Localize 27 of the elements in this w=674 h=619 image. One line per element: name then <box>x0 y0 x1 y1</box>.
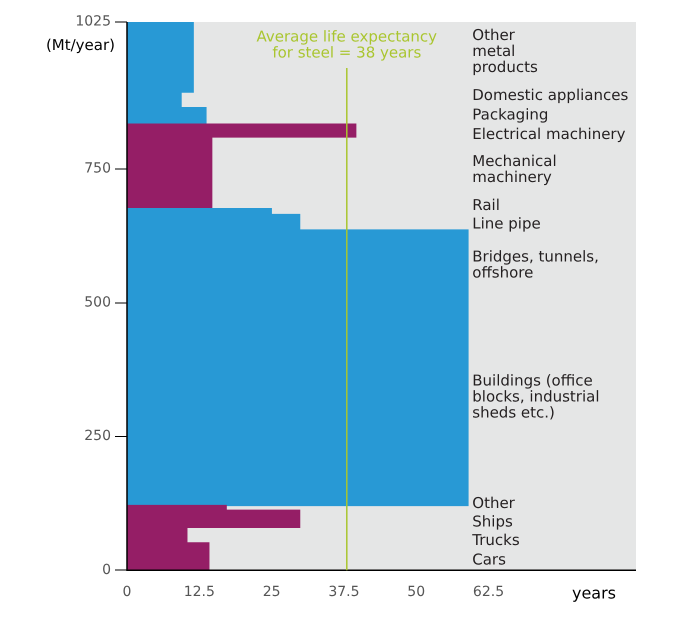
x-tick-label: 25 <box>262 584 281 600</box>
annotation: Domestic appliances <box>472 86 628 104</box>
annotation: Other metal products <box>472 26 538 76</box>
x-tick-label: 62.5 <box>472 584 504 600</box>
annotation: Line pipe <box>472 214 541 232</box>
y-tick-label: 500 <box>84 294 111 310</box>
x-tick-label: 12.5 <box>184 584 215 600</box>
y-tick-label: 1025 <box>75 14 111 30</box>
annotation: Bridges, tunnels, offshore <box>472 247 599 282</box>
y-tick-label: 0 <box>102 562 111 578</box>
annotation: Buildings (office blocks, industrial sheds etc.) <box>472 372 600 422</box>
y-tick-label: 750 <box>84 160 111 177</box>
x-tick-label: 50 <box>407 584 426 600</box>
y-axis-title: (Mt/year) <box>46 36 115 54</box>
annotation: Cars <box>472 550 506 568</box>
annotation: Packaging <box>472 105 548 124</box>
annotation: Rail <box>472 196 500 214</box>
annotation: Ships <box>472 512 513 530</box>
ref-line-label: Average life expectancy for steel = 38 years <box>256 27 438 62</box>
x-tick-label: 37.5 <box>328 584 360 600</box>
y-tick-label: 250 <box>84 428 111 444</box>
annotation: Electrical machinery <box>472 124 626 143</box>
annotation: Trucks <box>471 530 520 549</box>
annotation: Other <box>472 494 516 512</box>
annotation: Mechanical machinery <box>472 152 557 186</box>
x-axis-title: years <box>572 583 616 602</box>
x-tick-label: 0 <box>122 584 132 600</box>
